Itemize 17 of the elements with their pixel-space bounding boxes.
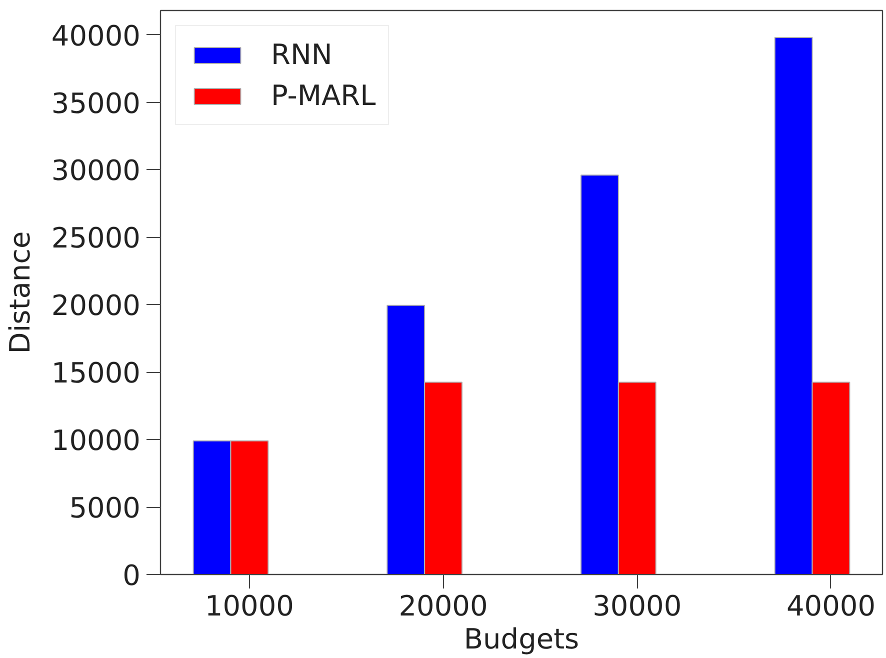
legend-label: RNN [271,38,332,71]
x-tick-label: 20000 [398,590,488,622]
y-tick-label: 10000 [51,424,141,458]
y-tick-label: 20000 [51,289,141,322]
y-tick-label: 5000 [69,492,141,525]
x-axis-title: Budgets [464,622,580,656]
y-tick-label: 25000 [51,222,141,255]
y-tick-label: 15000 [51,356,141,390]
x-tick-label: 40000 [786,590,876,622]
legend-label: P-MARL [271,79,376,112]
x-tick-label: 30000 [592,590,682,622]
y-tick-label: 35000 [51,86,141,120]
x-tick-label: 10000 [204,590,294,622]
y-axis-title: Distance [3,231,36,354]
y-tick-label: 40000 [51,19,141,52]
y-tick-label: 30000 [51,154,141,188]
y-tick-label: 0 [122,559,141,592]
